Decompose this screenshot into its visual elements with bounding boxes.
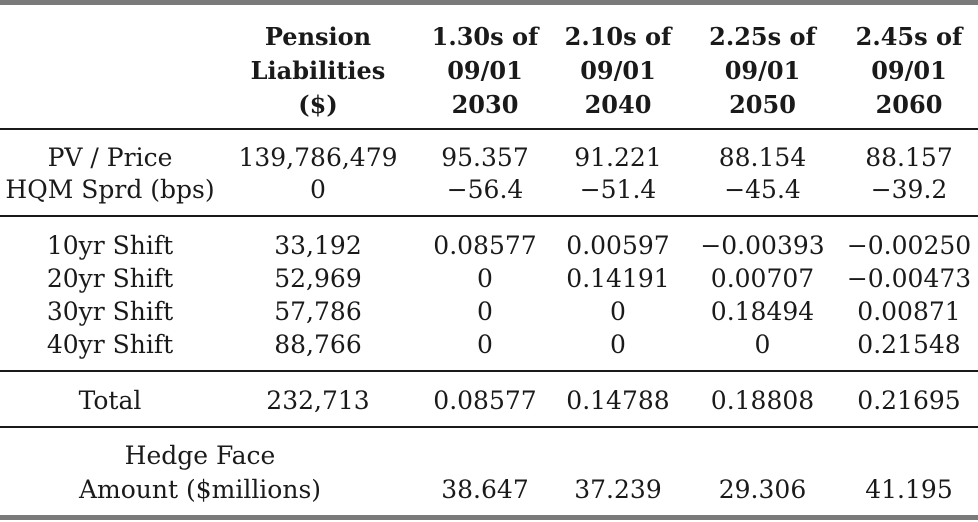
header-line: 09/01 bbox=[871, 56, 947, 85]
header-line: 1.30s of bbox=[431, 22, 539, 51]
table-cell: 0.14191 bbox=[566, 264, 670, 293]
table-cell: −39.2 bbox=[870, 175, 948, 204]
table-cell: 37.239 bbox=[574, 475, 662, 504]
table-cell: 139,786,479 bbox=[238, 143, 398, 172]
table-cell: −0.00250 bbox=[846, 231, 972, 260]
header-line: Liabilities bbox=[250, 56, 386, 85]
table-cell: 57,786 bbox=[274, 297, 362, 326]
table-cell: 0.18494 bbox=[710, 297, 815, 326]
header-line: 2.25s of bbox=[709, 22, 816, 51]
row-label: 20yr Shift bbox=[46, 264, 174, 293]
table-cell: 0.08577 bbox=[433, 386, 537, 415]
table-cell: 88.154 bbox=[718, 143, 807, 172]
table-cell: 33,192 bbox=[274, 231, 362, 260]
table-cell: 0.14788 bbox=[566, 386, 670, 415]
table-cell: 0 bbox=[477, 330, 493, 359]
table-cell: −51.4 bbox=[579, 175, 657, 204]
header-line: 2.10s of bbox=[564, 22, 672, 51]
header-line: 09/01 bbox=[580, 56, 656, 85]
table-cell: 0.08577 bbox=[433, 231, 537, 260]
section-rule bbox=[0, 426, 978, 428]
table-cell: 95.357 bbox=[441, 143, 529, 172]
table-cell: 88,766 bbox=[274, 330, 362, 359]
row-label: 10yr Shift bbox=[46, 231, 174, 260]
table-cell: 0.21695 bbox=[857, 386, 961, 415]
header-line: ($) bbox=[298, 90, 338, 119]
table-cell: 0 bbox=[610, 330, 626, 359]
header-line: 09/01 bbox=[724, 56, 801, 85]
row-label: Total bbox=[78, 386, 142, 415]
table-cell: 0.00597 bbox=[566, 231, 670, 260]
header-line: 09/01 bbox=[447, 56, 523, 85]
table-cell: 91.221 bbox=[574, 143, 662, 172]
table-cell: 52,969 bbox=[274, 264, 362, 293]
table-cell: 88.157 bbox=[865, 143, 953, 172]
section-rule bbox=[0, 215, 978, 217]
header-line: Pension bbox=[264, 22, 372, 51]
table-cell: 29.306 bbox=[718, 475, 807, 504]
header-line: 2050 bbox=[729, 90, 796, 119]
row-label: 30yr Shift bbox=[46, 297, 174, 326]
table-cell: 38.647 bbox=[441, 475, 529, 504]
section-rule bbox=[0, 370, 978, 372]
table-cell: 232,713 bbox=[266, 386, 370, 415]
table-cell: −45.4 bbox=[724, 175, 801, 204]
table-cell: 0 bbox=[477, 297, 493, 326]
row-label: HQM Sprd (bps) bbox=[5, 175, 215, 204]
table-cell: 0 bbox=[610, 297, 626, 326]
row-label: Hedge Face bbox=[124, 441, 276, 470]
table-cell: 0 bbox=[754, 330, 771, 359]
header-line: 2030 bbox=[451, 90, 519, 119]
table-cell: 0.00871 bbox=[857, 297, 961, 326]
header-line: 2060 bbox=[875, 90, 943, 119]
table-cell: −0.00473 bbox=[846, 264, 972, 293]
table-cell: 0.18808 bbox=[710, 386, 815, 415]
table-cell: −56.4 bbox=[446, 175, 524, 204]
table-cell: 0.21548 bbox=[857, 330, 961, 359]
top-rule bbox=[0, 0, 978, 5]
table-cell: 0.00707 bbox=[710, 264, 815, 293]
row-label: 40yr Shift bbox=[46, 330, 174, 359]
bottom-rule bbox=[0, 515, 978, 520]
table-cell: −0.00393 bbox=[700, 231, 825, 260]
header-rule bbox=[0, 128, 978, 130]
table-cell: 41.195 bbox=[865, 475, 953, 504]
row-label: Amount ($millions) bbox=[78, 475, 322, 504]
row-label: PV / Price bbox=[47, 143, 173, 172]
table-cell: 0 bbox=[310, 175, 326, 204]
table-cell: 0 bbox=[477, 264, 493, 293]
header-line: 2040 bbox=[584, 90, 652, 119]
header-line: 2.45s of bbox=[855, 22, 963, 51]
